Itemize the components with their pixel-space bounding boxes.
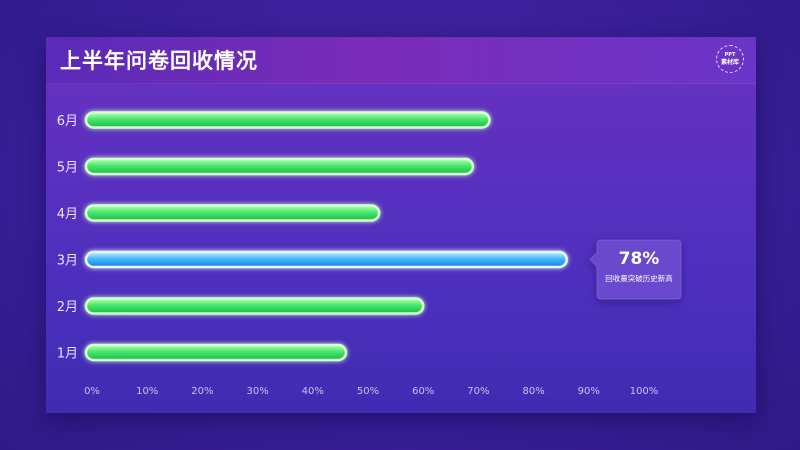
- chart-title: 上半年问卷回收情况: [60, 49, 258, 73]
- callout-value: 78%: [619, 249, 660, 269]
- category-label: 5月: [57, 161, 78, 176]
- bar-highlight-4: [84, 250, 568, 269]
- x-tick-label: 0%: [84, 386, 100, 397]
- category-label: 1月: [57, 347, 78, 362]
- x-tick-label: 10%: [136, 386, 158, 397]
- x-tick-label: 20%: [191, 386, 213, 397]
- x-tick-label: 70%: [467, 386, 489, 397]
- category-label: 3月: [57, 254, 78, 269]
- x-tick-label: 80%: [522, 386, 544, 397]
- x-tick-label: 40%: [302, 386, 324, 397]
- callout-box: 78% 回收量突破历史新高: [589, 239, 682, 300]
- x-tick-label: 90%: [578, 386, 600, 397]
- callout-caption: 回收量突破历史新高: [605, 273, 673, 283]
- category-label: 6月: [57, 114, 78, 129]
- x-tick-label: 30%: [246, 386, 268, 397]
- x-tick-label: 60%: [412, 386, 434, 397]
- bar-1: [84, 111, 491, 129]
- logo-text-top: PPT: [724, 52, 736, 58]
- bar-3: [84, 204, 381, 222]
- logo-badge: PPT 素材库: [716, 45, 744, 73]
- bar-5: [84, 297, 425, 315]
- bar-2: [84, 157, 475, 176]
- x-tick-label: 100%: [630, 386, 659, 397]
- category-label: 4月: [57, 207, 78, 222]
- card-header: 上半年问卷回收情况 PPT 素材库: [46, 37, 756, 84]
- x-tick-label: 50%: [357, 386, 379, 397]
- bar-6: [84, 343, 348, 362]
- logo-text-bottom: 素材库: [720, 59, 739, 66]
- category-label: 2月: [57, 300, 78, 315]
